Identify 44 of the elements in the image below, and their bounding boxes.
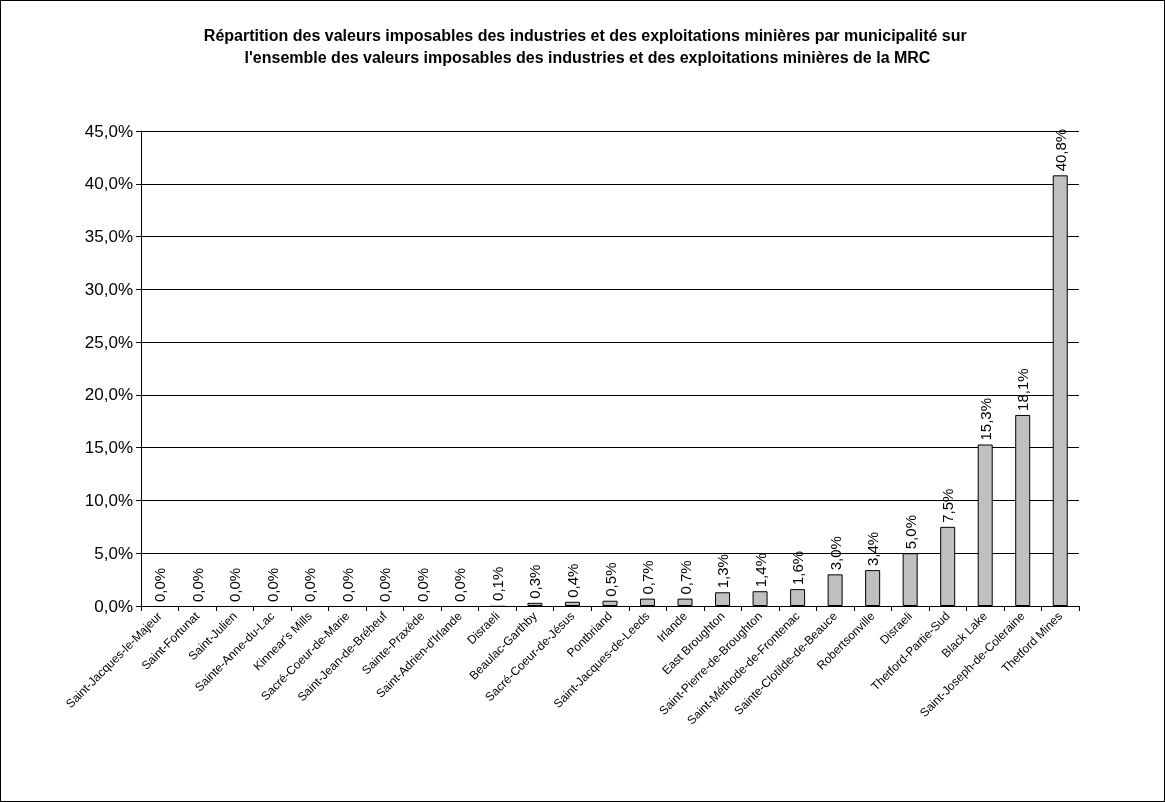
data-label: 0,0% (301, 567, 319, 602)
y-tick-label: 25,0% (84, 332, 133, 352)
data-label: 1,3% (714, 554, 732, 589)
y-tick-label: 30,0% (84, 279, 133, 299)
data-label: 0,5% (601, 562, 619, 597)
data-label: 0,1% (488, 566, 506, 601)
data-label: 0,0% (226, 567, 244, 602)
bar (790, 589, 806, 606)
data-label: 0,0% (151, 567, 169, 602)
data-label: 0,0% (188, 567, 206, 602)
data-label: 1,6% (789, 550, 807, 586)
data-label: 0,4% (563, 563, 581, 598)
y-tick-label: 40,0% (84, 174, 133, 194)
data-label: 0,7% (676, 560, 694, 595)
data-label: 0,7% (639, 560, 657, 595)
data-label: 1,4% (751, 553, 769, 588)
y-tick-label: 15,0% (84, 438, 133, 458)
data-label: 40,8% (1051, 128, 1069, 172)
data-label: 0,0% (413, 567, 431, 602)
data-label: 0,0% (376, 567, 394, 602)
data-label: 0,0% (451, 567, 469, 602)
y-tick-label: 5,0% (94, 543, 133, 563)
data-label: 15,3% (976, 397, 994, 441)
bar (527, 602, 543, 606)
y-tick-label: 35,0% (84, 227, 133, 247)
bar (752, 591, 768, 606)
bar (677, 598, 693, 606)
data-label: 3,0% (826, 536, 844, 571)
y-tick-label: 45,0% (84, 121, 133, 141)
chart-title: Répartition des valeurs imposables des industries et des exploitations minières par municipalité sur l'ensemble des valeurs imposables des industries et des exploitations minières de la MRC (203, 26, 972, 66)
bar (640, 598, 656, 606)
y-tick-label: 0,0% (94, 596, 133, 616)
data-label: 0,0% (338, 567, 356, 602)
data-label: 5,0% (901, 515, 919, 550)
data-label: 0,3% (526, 564, 544, 599)
bar (564, 601, 580, 606)
bar (865, 570, 881, 606)
y-tick-label: 20,0% (84, 385, 133, 405)
bar (827, 574, 843, 606)
data-label: 3,4% (864, 531, 882, 567)
data-label: 0,0% (263, 567, 281, 602)
y-tick-label: 10,0% (84, 490, 133, 510)
bar (602, 600, 618, 606)
bar (715, 592, 731, 606)
